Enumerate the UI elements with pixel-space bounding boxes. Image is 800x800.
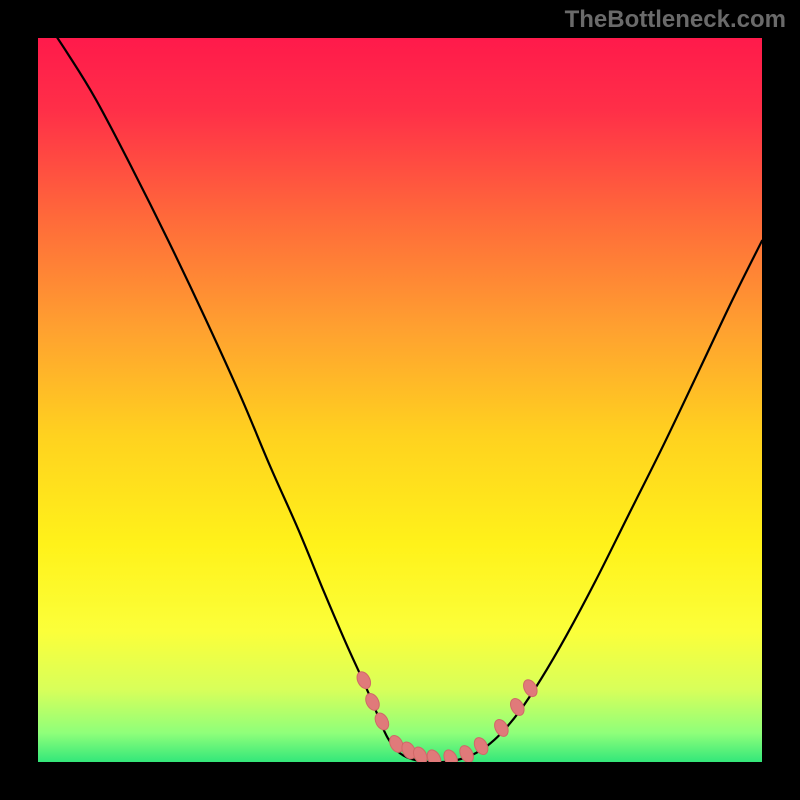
- plot-svg: [38, 38, 762, 762]
- chart-frame: TheBottleneck.com: [0, 0, 800, 800]
- gradient-background: [38, 38, 762, 762]
- watermark-text: TheBottleneck.com: [565, 6, 786, 34]
- plot-area: [38, 38, 762, 762]
